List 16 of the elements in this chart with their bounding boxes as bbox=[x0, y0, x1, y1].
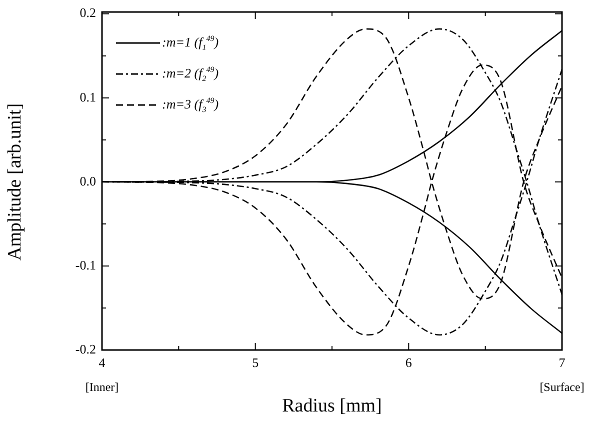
text: [Surface] bbox=[540, 380, 584, 394]
x-tick-label: 6 bbox=[405, 355, 412, 370]
x-tick-label: 5 bbox=[252, 355, 259, 370]
legend-label: :m=3 (f$_{3}$$^{49}$) bbox=[162, 94, 219, 116]
x-tick-label: 4 bbox=[98, 355, 106, 370]
y-tick-label: 0.0 bbox=[80, 173, 96, 188]
legend-label: :m=2 (f$_{2}$$^{49}$) bbox=[162, 64, 219, 85]
legend-label: :m=1 (f$_{1}$$^{49}$) bbox=[162, 33, 219, 54]
x-axis-title: Radius [mm] bbox=[282, 396, 382, 417]
y-tick-label: 0.2 bbox=[80, 5, 96, 20]
x-tick-label: 7 bbox=[558, 355, 566, 370]
text: [Inner] bbox=[85, 380, 119, 394]
y-tick-label: 0.1 bbox=[80, 89, 96, 104]
y-axis-title: Amplitude [arb.unit] bbox=[4, 103, 26, 261]
y-tick-label: -0.2 bbox=[75, 341, 96, 356]
y-tick-label: -0.1 bbox=[75, 257, 96, 272]
